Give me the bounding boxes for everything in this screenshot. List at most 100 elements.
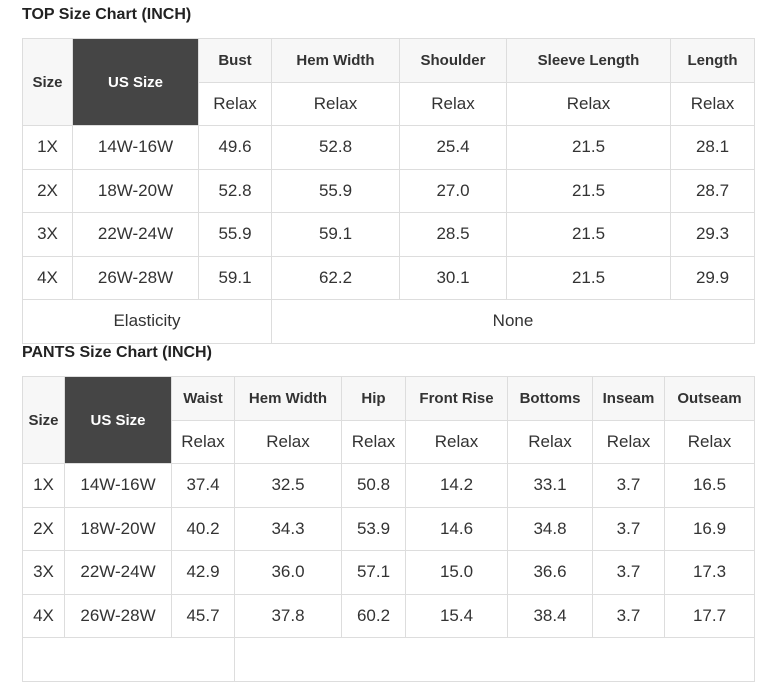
table-cell: 29.9 <box>670 255 755 300</box>
subheader-cell: Relax <box>507 419 593 464</box>
column-header: Length <box>670 38 755 83</box>
subheader-cell: Relax <box>271 81 400 126</box>
column-header: Outseam <box>664 376 755 421</box>
subheader-cell: Relax <box>198 81 272 126</box>
top-chart-title: TOP Size Chart (INCH) <box>22 6 192 23</box>
table-cell: 59.1 <box>198 255 272 300</box>
subheader-cell: Relax <box>234 419 342 464</box>
elasticity-row <box>22 637 755 682</box>
table-cell: 50.8 <box>341 463 406 508</box>
table-cell: 4X <box>22 593 65 638</box>
table-row: 4X 26W-28W 45.7 37.8 60.2 15.4 38.4 3.7 17.7 <box>22 593 755 638</box>
table-cell: 28.1 <box>670 125 755 170</box>
table-cell: 2X <box>22 506 65 551</box>
elasticity-value: None <box>271 299 755 344</box>
pants-chart-title: PANTS Size Chart (INCH) <box>22 344 212 361</box>
subheader-cell: Relax <box>592 419 665 464</box>
elasticity-row: Elasticity None <box>22 299 755 344</box>
table-row: 1X 14W-16W 49.6 52.8 25.4 21.5 28.1 <box>22 125 755 170</box>
subheader-cell: Relax <box>341 419 406 464</box>
table-cell: 33.1 <box>507 463 593 508</box>
table-cell: 3.7 <box>592 506 665 551</box>
column-header: Front Rise <box>405 376 508 421</box>
column-header: Hem Width <box>271 38 400 83</box>
column-header: US Size <box>72 38 199 126</box>
table-cell: 16.9 <box>664 506 755 551</box>
table-cell: 45.7 <box>171 593 235 638</box>
table-cell: 16.5 <box>664 463 755 508</box>
subheader-cell: Relax <box>171 419 235 464</box>
table-cell: 52.8 <box>198 168 272 213</box>
table-cell: 21.5 <box>506 168 671 213</box>
table-row: 3X 22W-24W 42.9 36.0 57.1 15.0 36.6 3.7 17.3 <box>22 550 755 595</box>
table-cell: 49.6 <box>198 125 272 170</box>
table-cell: 22W-24W <box>64 550 172 595</box>
column-header: US Size <box>64 376 172 464</box>
column-header: Inseam <box>592 376 665 421</box>
table-cell: 17.7 <box>664 593 755 638</box>
table-cell: 37.8 <box>234 593 342 638</box>
table-cell: 34.3 <box>234 506 342 551</box>
table-cell: 55.9 <box>271 168 400 213</box>
table-cell: 1X <box>22 125 73 170</box>
table-cell: 22W-24W <box>72 212 199 257</box>
table-cell: 34.8 <box>507 506 593 551</box>
subheader-cell: Relax <box>399 81 507 126</box>
table-cell: 14W-16W <box>64 463 172 508</box>
subheader-row: Relax Relax Relax Relax Relax Relax Relax <box>23 419 755 464</box>
table-cell: 36.0 <box>234 550 342 595</box>
subheader-cell: Relax <box>405 419 508 464</box>
table-cell: 26W-28W <box>72 255 199 300</box>
subheader-row: Relax Relax Relax Relax Relax <box>23 81 755 126</box>
table-cell: 14W-16W <box>72 125 199 170</box>
table-row: 2X 18W-20W 52.8 55.9 27.0 21.5 28.7 <box>22 168 755 213</box>
table-cell: 18W-20W <box>64 506 172 551</box>
table-row: 4X 26W-28W 59.1 62.2 30.1 21.5 29.9 <box>22 255 755 300</box>
table-cell: 29.3 <box>670 212 755 257</box>
table-cell: 26W-28W <box>64 593 172 638</box>
subheader-cell: Relax <box>506 81 671 126</box>
top-size-table: Size US Size Bust Hem Width Shoulder Sleeve L… <box>22 38 755 344</box>
table-cell: 21.5 <box>506 125 671 170</box>
column-header: Bust <box>198 38 272 83</box>
table-row: 1X 14W-16W 37.4 32.5 50.8 14.2 33.1 3.7 16.5 <box>22 463 755 508</box>
table-cell <box>234 637 755 682</box>
table-cell: 30.1 <box>399 255 507 300</box>
table-cell: 14.2 <box>405 463 508 508</box>
table-cell: 15.4 <box>405 593 508 638</box>
table-cell: 62.2 <box>271 255 400 300</box>
elasticity-label: Elasticity <box>22 299 272 344</box>
column-header: Waist <box>171 376 235 421</box>
table-cell <box>22 637 235 682</box>
table-cell: 3X <box>22 212 73 257</box>
table-cell: 57.1 <box>341 550 406 595</box>
table-cell: 53.9 <box>341 506 406 551</box>
table-cell: 2X <box>22 168 73 213</box>
table-row: 3X 22W-24W 55.9 59.1 28.5 21.5 29.3 <box>22 212 755 257</box>
table-cell: 27.0 <box>399 168 507 213</box>
column-header: Size <box>22 376 65 464</box>
header-row: Size US Size Bust Hem Width Shoulder Sleeve L… <box>22 38 755 126</box>
table-cell: 1X <box>22 463 65 508</box>
table-cell: 18W-20W <box>72 168 199 213</box>
table-cell: 3.7 <box>592 463 665 508</box>
header-row: Size US Size Waist Hem Width Hip Front Rise Bo… <box>22 376 755 464</box>
table-cell: 25.4 <box>399 125 507 170</box>
table-cell: 28.5 <box>399 212 507 257</box>
column-header: Shoulder <box>399 38 507 83</box>
table-row: 2X 18W-20W 40.2 34.3 53.9 14.6 34.8 3.7 16.9 <box>22 506 755 551</box>
table-cell: 3X <box>22 550 65 595</box>
column-header: Hip <box>341 376 406 421</box>
table-cell: 55.9 <box>198 212 272 257</box>
table-cell: 15.0 <box>405 550 508 595</box>
table-cell: 28.7 <box>670 168 755 213</box>
table-cell: 3.7 <box>592 593 665 638</box>
table-cell: 14.6 <box>405 506 508 551</box>
table-cell: 32.5 <box>234 463 342 508</box>
table-cell: 60.2 <box>341 593 406 638</box>
table-cell: 42.9 <box>171 550 235 595</box>
column-header: Bottoms <box>507 376 593 421</box>
column-header: Sleeve Length <box>506 38 671 83</box>
table-cell: 37.4 <box>171 463 235 508</box>
table-cell: 52.8 <box>271 125 400 170</box>
